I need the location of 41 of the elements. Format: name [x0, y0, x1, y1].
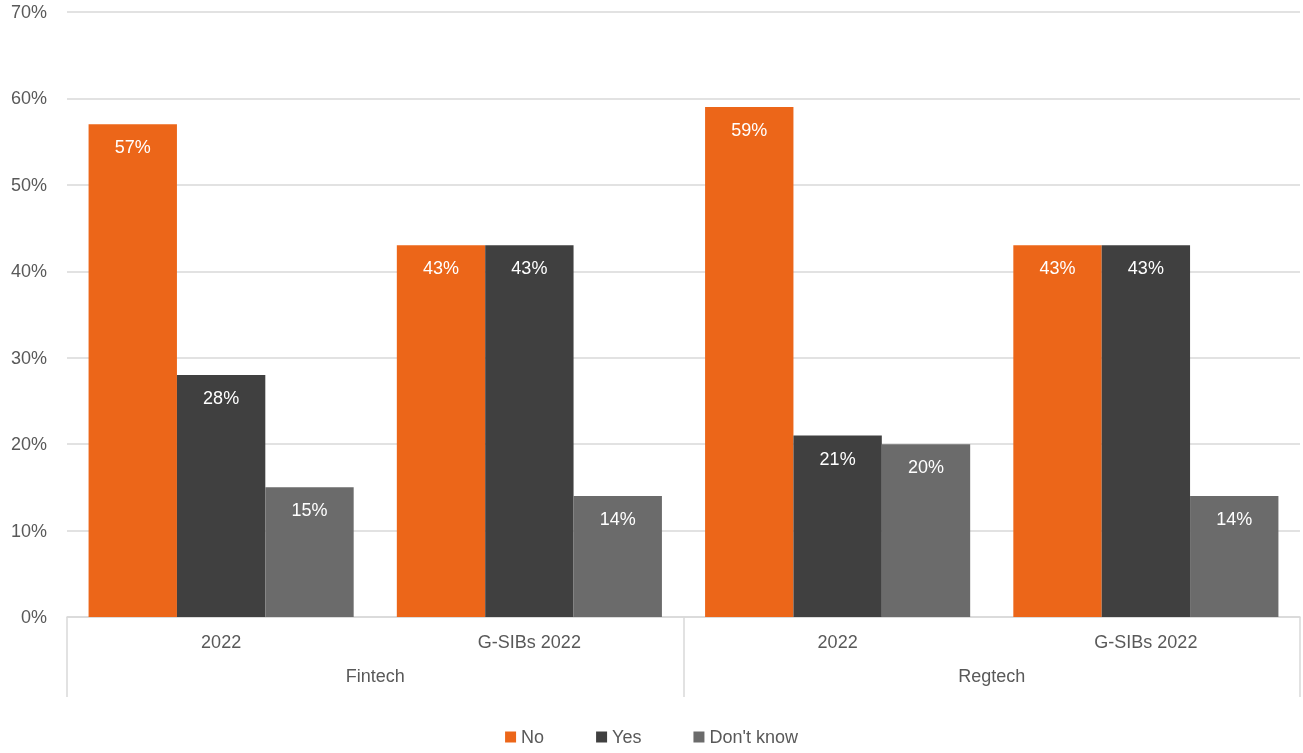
- x-tick-label: G-SIBs 2022: [477, 632, 581, 652]
- y-tick-label: 50%: [10, 174, 47, 195]
- y-tick-label: 40%: [10, 261, 47, 282]
- text: Regtech: [958, 666, 1026, 686]
- x-tick-label: 2022: [201, 632, 242, 652]
- bar: [485, 245, 574, 617]
- data-label: 43%: [1127, 258, 1164, 279]
- data-label: 59%: [731, 120, 768, 141]
- x-tick-label: G-SIBs 2022: [1094, 632, 1198, 652]
- bar: [176, 375, 266, 617]
- legend-label: Don't know: [709, 727, 799, 747]
- y-tick-label: 20%: [10, 434, 47, 455]
- bar: [396, 245, 486, 617]
- data-label: 43%: [422, 258, 460, 279]
- data-label: 14%: [599, 509, 636, 529]
- y-tick-label: 10%: [10, 520, 47, 541]
- y-tick-label: 70%: [10, 2, 47, 22]
- data-label: 28%: [203, 388, 240, 408]
- data-label: 43%: [511, 258, 548, 279]
- bar: [573, 496, 662, 617]
- legend-label: Yes: [612, 727, 642, 747]
- data-label: 43%: [1039, 258, 1076, 279]
- y-tick-label: 30%: [10, 347, 47, 368]
- data-label: 15%: [291, 500, 328, 521]
- bar: [88, 124, 177, 617]
- bar: [881, 444, 971, 617]
- bar: [265, 487, 354, 617]
- y-tick-label: 0%: [20, 607, 47, 627]
- data-label: 14%: [1216, 509, 1253, 529]
- bar: [793, 435, 882, 617]
- data-label: 21%: [819, 448, 856, 469]
- data-label: 57%: [114, 137, 151, 158]
- y-tick-label: 60%: [10, 88, 47, 109]
- bar: [705, 107, 794, 617]
- x-tick-label: 2022: [817, 632, 858, 652]
- bar: [1190, 496, 1279, 617]
- bar: [1013, 245, 1102, 617]
- text: Fintech: [345, 666, 405, 686]
- data-label: 20%: [907, 457, 945, 478]
- bar: [1101, 245, 1191, 617]
- legend-label: No: [521, 727, 545, 747]
